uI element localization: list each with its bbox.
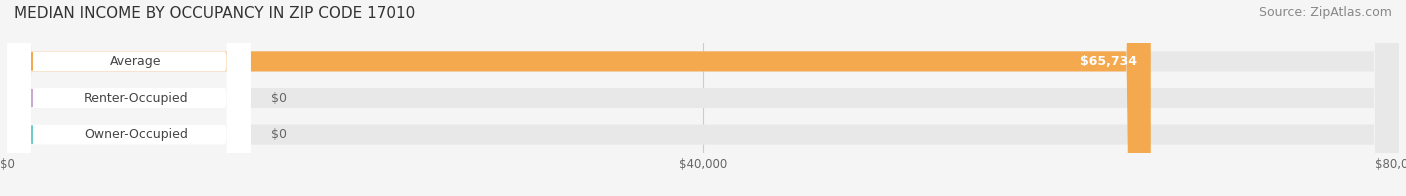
FancyBboxPatch shape [7,0,250,196]
Text: $65,734: $65,734 [1080,55,1137,68]
Text: Owner-Occupied: Owner-Occupied [84,128,188,141]
Text: Source: ZipAtlas.com: Source: ZipAtlas.com [1258,6,1392,19]
Text: Renter-Occupied: Renter-Occupied [83,92,188,104]
Text: MEDIAN INCOME BY OCCUPANCY IN ZIP CODE 17010: MEDIAN INCOME BY OCCUPANCY IN ZIP CODE 1… [14,6,415,21]
FancyBboxPatch shape [7,0,1399,196]
FancyBboxPatch shape [7,0,1399,196]
FancyBboxPatch shape [7,0,250,196]
FancyBboxPatch shape [7,0,250,196]
FancyBboxPatch shape [7,0,1150,196]
Text: $0: $0 [271,92,287,104]
Text: Average: Average [110,55,162,68]
FancyBboxPatch shape [7,0,1399,196]
Text: $0: $0 [271,128,287,141]
